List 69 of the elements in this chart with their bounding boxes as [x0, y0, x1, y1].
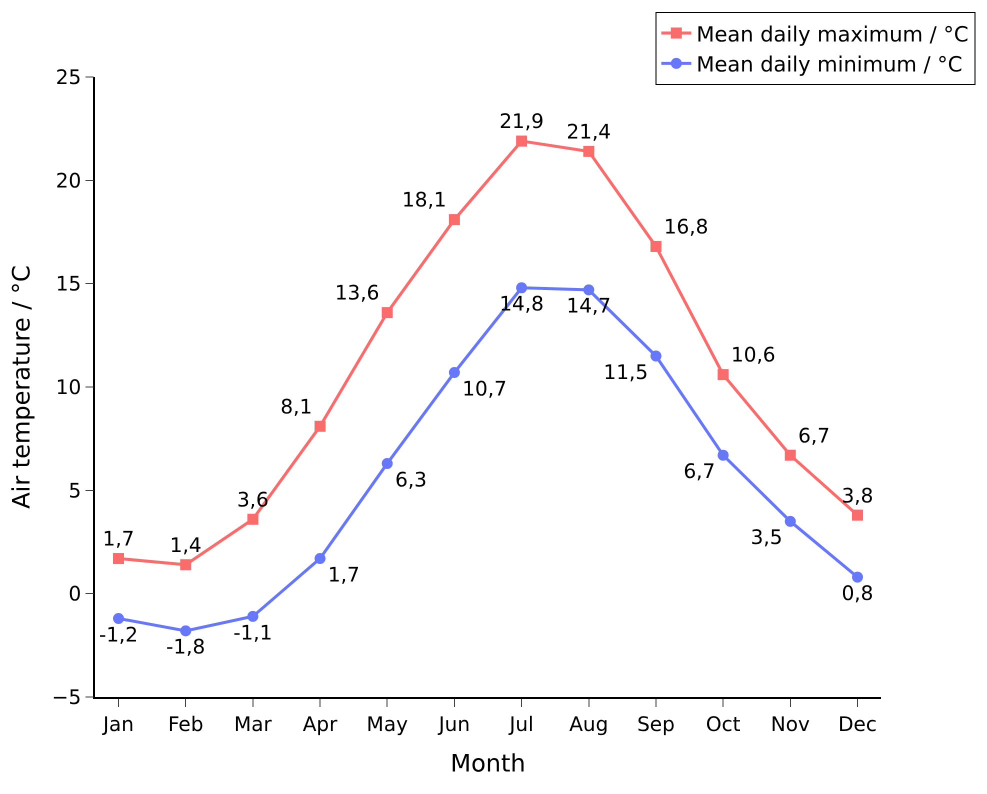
data-label: 3,6 — [236, 487, 269, 512]
legend-label: Mean daily minimum / °C — [696, 52, 962, 77]
data-label: 1,7 — [328, 562, 360, 586]
data-label: 21,9 — [499, 109, 544, 134]
data-label: -1,8 — [166, 634, 206, 659]
x-tick-label: Apr — [302, 712, 338, 736]
point — [180, 559, 192, 570]
data-label: 18,1 — [402, 188, 447, 212]
x-tick-label: Feb — [168, 712, 204, 736]
point — [180, 625, 192, 636]
point — [382, 458, 393, 469]
x-axis-title: Month — [450, 750, 526, 778]
y-axis-title: Air temperature / °C — [7, 265, 36, 509]
point — [516, 282, 528, 294]
data-label: 10,6 — [731, 342, 776, 367]
y-tick-label: 10 — [56, 375, 82, 399]
point — [448, 214, 460, 226]
data-label: 6,7 — [683, 459, 716, 484]
data-label: 6,3 — [395, 467, 427, 492]
x-tick-label: May — [366, 712, 408, 736]
data-label: 6,7 — [798, 423, 830, 448]
x-tick-label: Aug — [569, 712, 608, 736]
point — [448, 367, 460, 378]
point — [583, 146, 594, 157]
point — [784, 450, 796, 461]
y-tick-label: 20 — [56, 168, 82, 192]
data-label: 21,4 — [566, 120, 612, 144]
point — [650, 350, 662, 362]
point — [852, 510, 863, 521]
point — [650, 240, 662, 252]
y-tick-label: 25 — [56, 65, 82, 89]
legend-label: Mean daily maximum / °C — [696, 22, 969, 46]
data-label: 3,5 — [750, 525, 782, 550]
point — [852, 572, 863, 583]
y-tick-label: 15 — [56, 272, 82, 296]
point — [113, 553, 124, 564]
point — [314, 420, 326, 432]
data-label: 16,8 — [664, 214, 708, 239]
point — [784, 516, 796, 527]
data-label: 3,8 — [842, 483, 874, 508]
point — [718, 450, 729, 461]
y-tick-label: −5 — [52, 685, 82, 709]
x-tick-label: Jan — [101, 712, 134, 736]
point — [247, 610, 258, 622]
point — [113, 612, 124, 624]
point — [718, 369, 729, 380]
data-label: 10,7 — [462, 376, 507, 400]
data-label: 1,4 — [170, 532, 202, 557]
point — [314, 553, 326, 564]
data-label: 8,1 — [280, 394, 312, 418]
point — [583, 284, 594, 296]
point — [247, 514, 258, 525]
point — [516, 136, 528, 147]
point — [382, 307, 393, 318]
y-tick-label: 0 — [68, 582, 82, 606]
data-label: -1,2 — [98, 622, 138, 646]
x-tick-label: Nov — [770, 712, 810, 736]
y-tick-label: 5 — [68, 478, 82, 502]
data-label: 13,6 — [334, 280, 380, 305]
data-label: 11,5 — [604, 360, 648, 384]
data-label: -1,1 — [233, 620, 272, 644]
data-label: 1,7 — [102, 526, 134, 551]
x-tick-label: Mar — [234, 712, 273, 736]
x-tick-label: Jul — [508, 712, 534, 736]
x-tick-label: Jun — [436, 712, 470, 736]
x-tick-label: Sep — [637, 712, 675, 736]
x-tick-label: Dec — [838, 712, 877, 736]
data-label: 0,8 — [842, 581, 874, 606]
x-tick-label: Oct — [706, 712, 741, 736]
